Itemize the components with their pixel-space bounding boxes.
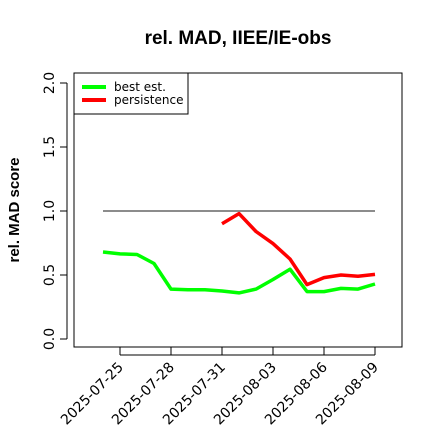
y-tick-label: 1.0 (42, 200, 58, 222)
legend-label: best est. (114, 80, 166, 94)
series-line-0 (102, 250, 376, 295)
y-axis: 0.0 0.5 1.0 1.5 2.0 (42, 72, 68, 350)
legend-box (73, 72, 189, 115)
y-tick-label: 2.0 (42, 72, 58, 94)
chart-title: rel. MAD, IIEE/IE-obs (145, 28, 332, 49)
y-tick-label: 0.0 (42, 328, 58, 350)
y-tick-label: 1.5 (42, 136, 58, 158)
series-line-1 (221, 211, 376, 287)
series-group (102, 211, 376, 295)
x-axis: 2025-07-252025-07-282025-07-312025-08-03… (58, 347, 382, 428)
legend-label: persistence (114, 93, 183, 107)
y-axis-label: rel. MAD score (6, 157, 23, 262)
plot-frame (73, 72, 403, 348)
legend: best est.persistence (73, 72, 189, 115)
y-tick-label: 0.5 (42, 264, 58, 286)
